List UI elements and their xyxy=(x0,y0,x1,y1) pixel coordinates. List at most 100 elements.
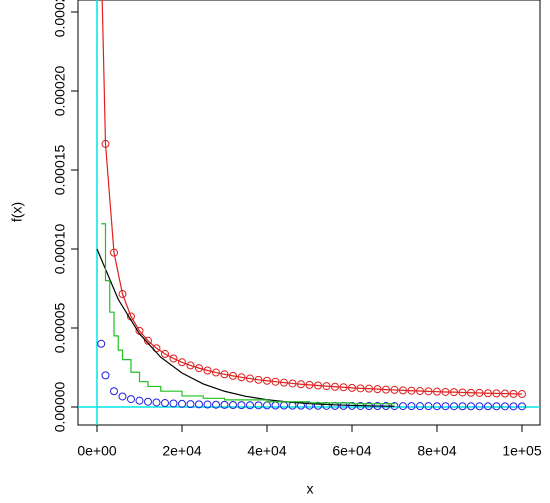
data-point xyxy=(466,388,475,397)
data-point xyxy=(97,339,106,348)
data-point xyxy=(211,400,220,409)
x-tick-label: 0e+00 xyxy=(77,443,117,459)
x-tick-label: 1e+05 xyxy=(502,443,542,459)
y-axis-label: f(x) xyxy=(9,202,25,222)
data-point xyxy=(237,401,246,410)
data-point xyxy=(211,368,220,377)
data-point xyxy=(407,402,416,411)
data-point xyxy=(288,401,297,410)
data-point xyxy=(271,377,280,386)
data-point xyxy=(517,390,526,399)
data-point xyxy=(415,387,424,396)
data-point xyxy=(279,401,288,410)
data-point xyxy=(177,399,186,408)
plot-area xyxy=(78,0,540,425)
x-axis-label: x xyxy=(307,481,314,497)
data-point xyxy=(203,400,212,409)
data-point xyxy=(517,402,526,411)
x-tick-label: 6e+04 xyxy=(332,443,372,459)
data-point xyxy=(330,382,339,391)
data-point xyxy=(288,379,297,388)
data-point xyxy=(458,388,467,397)
data-point xyxy=(194,400,203,409)
data-point xyxy=(262,376,271,385)
data-point xyxy=(245,374,254,383)
data-point xyxy=(194,364,203,373)
series-line xyxy=(101,0,522,395)
data-point xyxy=(441,402,450,411)
data-point xyxy=(118,290,127,299)
data-point xyxy=(101,139,110,148)
data-point xyxy=(458,402,467,411)
data-point xyxy=(254,375,263,384)
data-point xyxy=(271,401,280,410)
data-point xyxy=(143,336,152,345)
y-tick-label: 0.00010 xyxy=(52,223,68,274)
y-tick-label: 0.00025 xyxy=(52,0,68,37)
plot-box xyxy=(77,0,541,426)
data-point xyxy=(407,386,416,395)
data-point xyxy=(135,396,144,405)
data-point xyxy=(228,401,237,410)
data-point xyxy=(475,388,484,397)
data-point xyxy=(126,395,135,404)
data-point xyxy=(109,387,118,396)
data-point xyxy=(322,382,331,391)
data-point xyxy=(398,402,407,411)
data-point xyxy=(160,349,169,358)
data-point xyxy=(347,383,356,392)
data-point xyxy=(492,402,501,411)
data-point xyxy=(492,389,501,398)
data-point xyxy=(424,402,433,411)
data-point xyxy=(441,387,450,396)
data-point xyxy=(509,402,518,411)
series-line xyxy=(101,223,396,405)
y-tick-label: 0.00015 xyxy=(52,144,68,195)
x-tick-label: 8e+04 xyxy=(417,443,457,459)
data-point xyxy=(228,371,237,380)
data-point xyxy=(466,402,475,411)
data-point xyxy=(390,385,399,394)
data-point xyxy=(356,384,365,393)
data-point xyxy=(169,399,178,408)
data-point xyxy=(177,358,186,367)
data-point xyxy=(509,389,518,398)
data-point xyxy=(118,392,127,401)
data-point xyxy=(432,387,441,396)
data-point xyxy=(475,402,484,411)
data-point xyxy=(160,399,169,408)
x-tick-label: 2e+04 xyxy=(162,443,202,459)
data-point xyxy=(500,402,509,411)
data-point xyxy=(262,401,271,410)
x-tick-label: 4e+04 xyxy=(247,443,287,459)
data-point xyxy=(483,402,492,411)
data-point xyxy=(483,389,492,398)
data-point xyxy=(237,373,246,382)
y-tick-label: 0.00005 xyxy=(52,302,68,353)
data-point xyxy=(424,387,433,396)
data-point xyxy=(313,401,322,410)
data-point xyxy=(305,380,314,389)
data-point xyxy=(415,402,424,411)
data-point xyxy=(364,384,373,393)
data-point xyxy=(203,366,212,375)
data-point xyxy=(254,401,263,410)
data-point xyxy=(220,370,229,379)
data-point xyxy=(186,400,195,409)
data-point xyxy=(432,402,441,411)
data-point xyxy=(449,388,458,397)
data-point xyxy=(279,378,288,387)
data-point xyxy=(500,389,509,398)
data-point xyxy=(220,400,229,409)
data-point xyxy=(398,386,407,395)
data-point xyxy=(152,398,161,407)
data-point xyxy=(373,385,382,394)
data-point xyxy=(186,361,195,370)
data-point xyxy=(169,354,178,363)
data-point xyxy=(339,383,348,392)
data-point xyxy=(109,248,118,257)
data-point xyxy=(313,381,322,390)
data-point xyxy=(296,380,305,389)
data-point xyxy=(449,402,458,411)
